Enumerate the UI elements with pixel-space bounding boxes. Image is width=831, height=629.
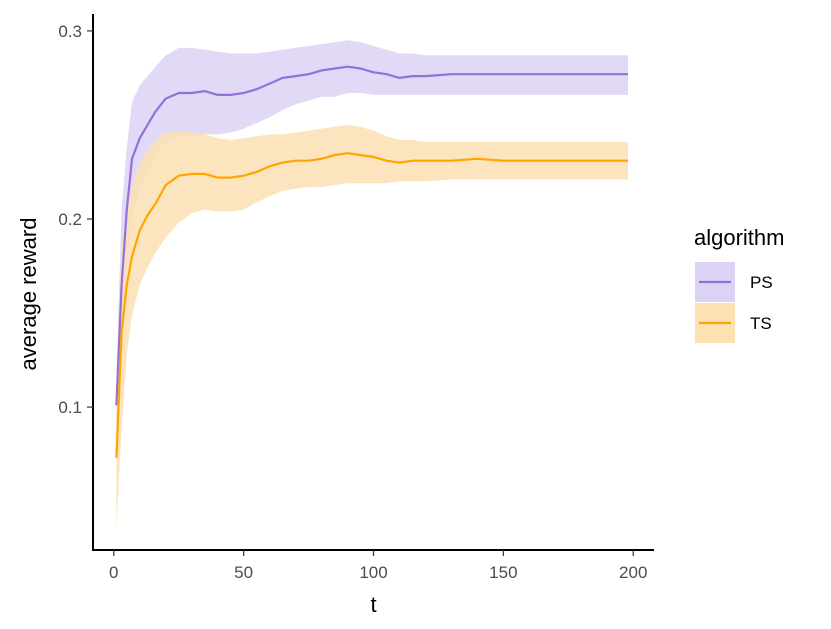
x-tick-label: 200 <box>619 563 647 582</box>
x-tick-label: 150 <box>489 563 517 582</box>
y-tick-label: 0.3 <box>58 22 82 41</box>
y-tick-label: 0.1 <box>58 398 82 417</box>
tick-group: 0 50 100 150 200 0.1 0.2 0.3 <box>58 22 647 582</box>
legend-label-ps: PS <box>750 273 773 292</box>
ps-confidence-band <box>116 40 629 434</box>
y-tick-label: 0.2 <box>58 210 82 229</box>
legend-label-ts: TS <box>750 314 772 333</box>
x-tick-label: 100 <box>359 563 387 582</box>
x-tick-label: 0 <box>109 563 118 582</box>
series-lines <box>115 65 628 458</box>
confidence-bands <box>116 40 629 530</box>
legend: PS TS <box>695 262 773 343</box>
ts-confidence-band <box>116 125 629 530</box>
ts-line <box>115 152 628 458</box>
legend-title: algorithm <box>694 225 784 250</box>
y-axis-title: average reward <box>16 218 41 371</box>
x-axis-title: t <box>370 592 376 617</box>
x-tick-label: 50 <box>234 563 253 582</box>
ps-line <box>115 65 628 406</box>
